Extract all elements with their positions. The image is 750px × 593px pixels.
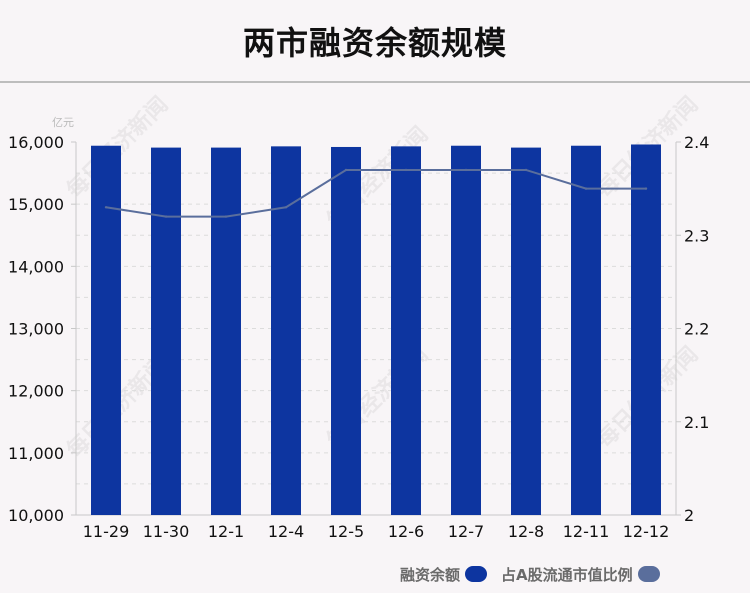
ratio-point [164,215,168,218]
title-divider [0,81,750,83]
y-tick-label: 16,000 [8,133,64,152]
y-tick-label: 13,000 [8,320,64,339]
y-tick-label: 12,000 [8,382,64,401]
y2-tick-label: 2.4 [684,133,709,152]
y-unit-label: 亿元 [52,116,74,129]
bar [451,145,481,516]
y-tick-label: 10,000 [8,506,64,525]
ratio-point [104,206,108,209]
bar [91,145,121,516]
ratio-point [404,168,408,172]
y-tick-label: 15,000 [8,195,64,214]
x-tick-label: 12-12 [623,522,670,541]
y2-tick-label: 2.1 [684,413,709,432]
bar [151,147,181,515]
x-tick-label: 12-4 [268,522,304,541]
x-tick-label: 12-1 [208,522,244,541]
y-tick-label: 11,000 [8,444,64,463]
ratio-point [224,215,228,218]
x-tick-label: 12-5 [328,522,364,541]
ratio-point [284,206,288,209]
x-tick-label: 11-30 [143,522,190,541]
ratio-point [584,187,588,190]
legend: 融资余额 占A股流通市值比例 [400,562,660,586]
x-tick-label: 12-8 [508,522,544,541]
legend-item-bar: 融资余额 [400,564,488,585]
ratio-point [644,187,648,190]
bar [391,146,421,515]
bar [511,147,541,515]
y2-tick-label: 2.2 [684,320,709,339]
y-tick-label: 14,000 [8,257,64,276]
legend-line-label: 占A股流通市值比例 [501,565,633,584]
bar [631,144,661,515]
bar [571,145,601,516]
y2-tick-label: 2.3 [684,226,709,245]
ratio-point [524,168,528,172]
bar [211,147,241,515]
ratio-line [105,168,646,218]
chart-title: 两市融资余额规模 [242,24,507,62]
legend-bar-label: 融资余额 [400,565,461,584]
x-tick-label: 12-7 [448,522,484,541]
bar [331,146,361,515]
x-tick-label: 12-6 [388,522,424,541]
legend-item-line: 占A股流通市值比例 [501,564,660,585]
x-tick-label: 12-11 [563,522,610,541]
legend-bar-swatch [465,566,488,582]
ratio-point [464,168,468,172]
ratio-point [344,168,348,172]
legend-line-swatch [637,566,660,582]
x-tick-label: 11-29 [83,522,130,541]
y2-tick-label: 2 [684,506,694,525]
